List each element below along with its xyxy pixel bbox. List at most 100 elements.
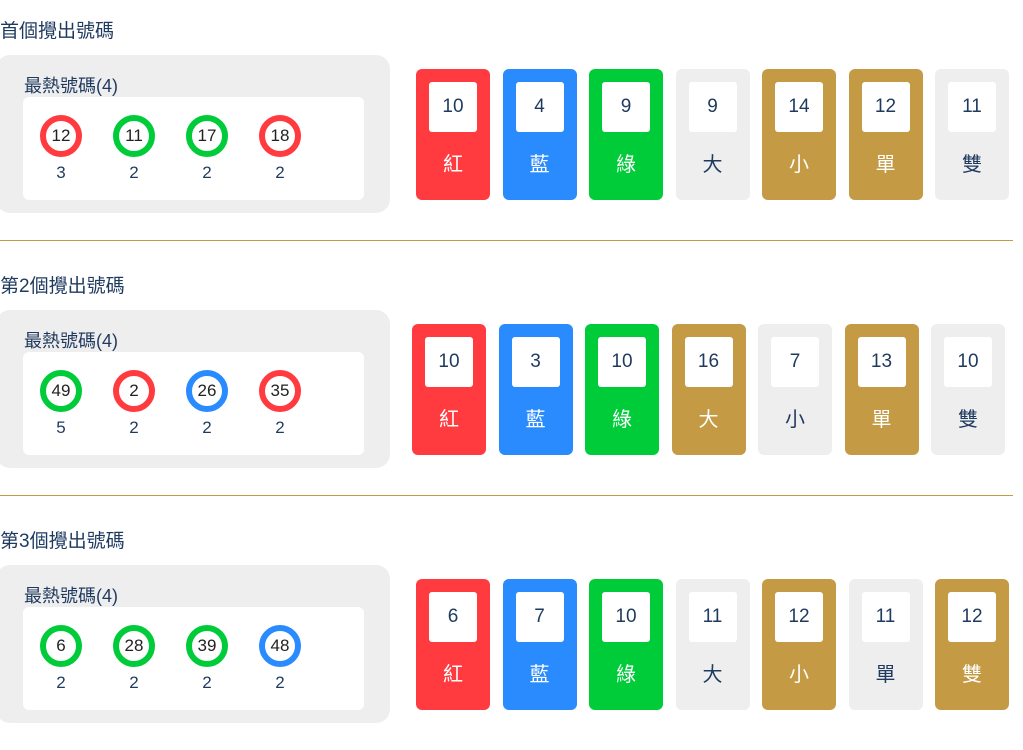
category-label: 大 — [702, 154, 723, 176]
category-count: 10 — [598, 337, 646, 387]
category-label: 單 — [875, 664, 896, 686]
hit-count: 2 — [275, 163, 285, 182]
category-count: 9 — [602, 82, 650, 132]
category-cards: 10 紅 3 藍 10 綠 16 大 7 小 13 單 10 雙 — [412, 324, 1018, 455]
hit-count: 2 — [129, 673, 139, 692]
category-count: 13 — [857, 337, 906, 387]
hot-number-item: 11 2 — [109, 115, 159, 183]
number-ball[interactable]: 28 — [113, 625, 155, 667]
category-label: 綠 — [616, 154, 636, 176]
category-count: 9 — [688, 82, 737, 132]
category-label: 小 — [789, 664, 809, 686]
hot-numbers-panel: 最熱號碼(4) 49 5 2 2 26 2 35 2 — [0, 310, 390, 468]
category-count: 10 — [944, 337, 992, 387]
number-ball[interactable]: 26 — [186, 370, 228, 412]
number-ball[interactable]: 12 — [40, 115, 82, 157]
draw-section: 第3個攪出號碼 最熱號碼(4) 6 2 28 2 39 2 48 2 6 紅 7… — [0, 510, 1023, 750]
category-label: 藍 — [525, 409, 546, 431]
hot-number-item: 17 2 — [182, 115, 232, 183]
hot-number-item: 28 2 — [109, 625, 159, 693]
category-card[interactable]: 9 綠 — [589, 69, 663, 200]
hot-numbers-label: 最熱號碼(4) — [24, 331, 118, 351]
category-count: 16 — [684, 337, 733, 387]
category-card[interactable]: 7 藍 — [502, 579, 577, 710]
category-label: 大 — [698, 409, 719, 431]
category-count: 10 — [602, 592, 650, 642]
section-title: 第2個攪出號碼 — [0, 276, 125, 297]
category-card[interactable]: 11 單 — [848, 579, 923, 710]
number-ball[interactable]: 35 — [259, 370, 301, 412]
number-ball[interactable]: 18 — [259, 115, 301, 157]
number-ball[interactable]: 49 — [40, 370, 82, 412]
category-cards: 10 紅 4 藍 9 綠 9 大 14 小 12 單 11 雙 — [416, 69, 1022, 200]
category-card[interactable]: 10 紅 — [412, 324, 486, 455]
section-title: 第3個攪出號碼 — [0, 531, 125, 552]
category-label: 雙 — [962, 154, 982, 176]
hot-number-item: 18 2 — [255, 115, 305, 183]
hot-number-item: 12 3 — [36, 115, 86, 183]
category-card[interactable]: 16 大 — [671, 324, 746, 455]
category-count: 12 — [775, 592, 823, 642]
section-divider — [0, 240, 1013, 241]
category-count: 10 — [429, 82, 477, 132]
hot-number-item: 26 2 — [182, 370, 232, 438]
hot-numbers-list: 12 3 11 2 17 2 18 2 — [23, 97, 364, 200]
category-label: 單 — [875, 154, 896, 176]
hot-numbers-label: 最熱號碼(4) — [24, 586, 118, 606]
category-label: 藍 — [529, 664, 550, 686]
hot-numbers-label: 最熱號碼(4) — [24, 76, 118, 96]
category-label: 藍 — [529, 154, 550, 176]
category-count: 11 — [948, 82, 996, 132]
hot-number-item: 49 5 — [36, 370, 86, 438]
hot-numbers-list: 49 5 2 2 26 2 35 2 — [23, 352, 364, 455]
category-card[interactable]: 10 綠 — [585, 324, 659, 455]
hit-count: 2 — [275, 673, 285, 692]
category-count: 14 — [775, 82, 823, 132]
category-card[interactable]: 11 雙 — [935, 69, 1009, 200]
hot-numbers-panel: 最熱號碼(4) 12 3 11 2 17 2 18 2 — [0, 55, 390, 213]
category-card[interactable]: 9 大 — [675, 69, 750, 200]
category-count: 4 — [515, 82, 564, 132]
category-card[interactable]: 12 雙 — [935, 579, 1009, 710]
hit-count: 2 — [202, 673, 212, 692]
category-label: 紅 — [443, 154, 463, 176]
category-card[interactable]: 14 小 — [762, 69, 836, 200]
number-ball[interactable]: 39 — [186, 625, 228, 667]
category-count: 6 — [429, 592, 477, 642]
number-ball[interactable]: 17 — [186, 115, 228, 157]
category-count: 11 — [688, 592, 737, 642]
category-card[interactable]: 10 紅 — [416, 69, 490, 200]
category-card[interactable]: 6 紅 — [416, 579, 490, 710]
category-count: 7 — [771, 337, 819, 387]
section-divider — [0, 495, 1013, 496]
hit-count: 2 — [202, 163, 212, 182]
category-card[interactable]: 13 單 — [844, 324, 919, 455]
category-card[interactable]: 3 藍 — [498, 324, 573, 455]
category-card[interactable]: 10 雙 — [931, 324, 1005, 455]
category-card[interactable]: 11 大 — [675, 579, 750, 710]
draw-section: 第2個攪出號碼 最熱號碼(4) 49 5 2 2 26 2 35 2 10 紅 … — [0, 255, 1023, 496]
number-ball[interactable]: 2 — [113, 370, 155, 412]
hot-number-item: 2 2 — [109, 370, 159, 438]
category-card[interactable]: 7 小 — [758, 324, 832, 455]
category-card[interactable]: 12 單 — [848, 69, 923, 200]
category-count: 7 — [515, 592, 564, 642]
category-count: 3 — [511, 337, 560, 387]
category-card[interactable]: 12 小 — [762, 579, 836, 710]
number-ball[interactable]: 48 — [259, 625, 301, 667]
hit-count: 2 — [56, 673, 66, 692]
category-label: 單 — [871, 409, 892, 431]
hot-number-item: 35 2 — [255, 370, 305, 438]
category-card[interactable]: 10 綠 — [589, 579, 663, 710]
hit-count: 2 — [275, 418, 285, 437]
section-title: 首個攪出號碼 — [0, 21, 115, 42]
hit-count: 2 — [129, 418, 139, 437]
hot-number-item: 39 2 — [182, 625, 232, 693]
hit-count: 2 — [202, 418, 212, 437]
number-ball[interactable]: 11 — [113, 115, 155, 157]
category-card[interactable]: 4 藍 — [502, 69, 577, 200]
hit-count: 2 — [129, 163, 139, 182]
category-count: 12 — [861, 82, 910, 132]
number-ball[interactable]: 6 — [40, 625, 82, 667]
category-count: 11 — [861, 592, 910, 642]
